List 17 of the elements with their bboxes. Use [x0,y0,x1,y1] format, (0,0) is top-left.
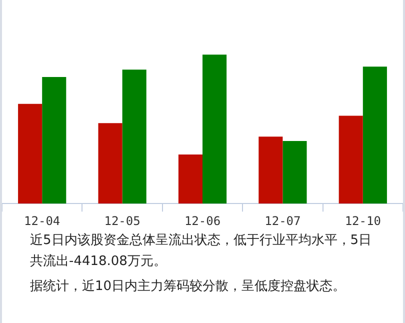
x-tick-label: 12-04 [24,214,60,228]
bar [338,116,363,204]
bar [362,66,387,204]
bar [282,141,307,204]
bar [122,70,146,204]
bar [258,136,283,204]
x-tick-label: 12-07 [264,214,301,228]
bar [42,77,66,204]
bar [202,54,227,204]
bar [178,154,202,204]
bar [18,104,42,204]
x-tick-label: 12-10 [344,214,381,228]
text: 近5日内该股资金总体呈流出状态，低于行业平均水平，5日共流出-4418.08万元。 [30,232,373,271]
x-tick-label: 12-06 [184,214,221,228]
bar [98,123,122,204]
x-tick-label: 12-05 [104,214,140,228]
text: 据统计，近10日内主力筹码较分散，呈低度控盘状态。 [30,278,347,296]
